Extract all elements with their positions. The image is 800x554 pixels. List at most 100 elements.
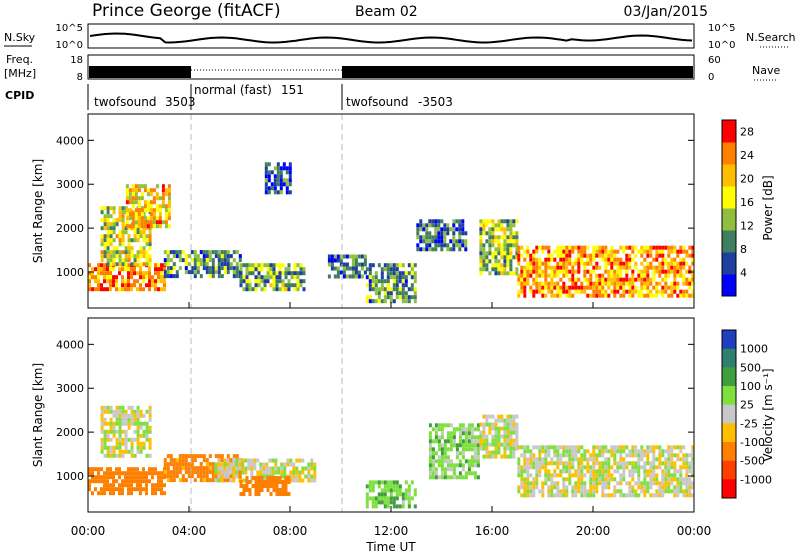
power-cell-region-10 [691, 253, 695, 258]
velocity-cell-region-8 [625, 453, 629, 458]
velocity-cell-region-8 [553, 453, 557, 458]
velocity-cell-region-3 [262, 474, 266, 479]
power-cell-region-4 [284, 267, 288, 272]
power-cell-region-2 [134, 192, 138, 197]
velocity-cell-region-6 [428, 467, 432, 472]
power-cell-region-10 [556, 281, 560, 286]
velocity-cell-region-1 [103, 429, 107, 434]
velocity-cell-region-8 [598, 481, 602, 486]
power-cell-region-10 [676, 265, 680, 270]
power-cell-region-7 [377, 291, 381, 296]
velocity-cell-region-8 [640, 445, 644, 450]
velocity-cell-region-4 [254, 492, 258, 496]
velocity-cell-region-6 [428, 451, 432, 456]
power-cell-region-6 [357, 270, 361, 275]
velocity-cell-region-8 [649, 449, 653, 454]
power-cell-region-10 [601, 281, 605, 286]
power-cell-region-10 [652, 245, 656, 250]
velocity-cell-region-6 [437, 435, 441, 440]
velocity-cell-region-1 [124, 413, 128, 418]
power-cell-region-1 [118, 250, 122, 255]
power-cell-region-10 [574, 257, 578, 262]
velocity-cell-region-8 [526, 473, 530, 478]
velocity-cell-region-8 [625, 445, 629, 450]
power-cell-region-7 [371, 263, 375, 268]
power-cell-region-9 [497, 263, 501, 268]
power-cell-region-10 [562, 257, 566, 262]
velocity-cell-region-8 [664, 461, 668, 466]
velocity-cell-region-8 [595, 453, 599, 458]
velocity-cell-region-6 [461, 427, 465, 432]
velocity-cell-region-6 [461, 451, 465, 456]
velocity-cell-region-8 [622, 493, 626, 498]
velocity-colorbar-label: Velocity [m s⁻¹] [761, 368, 775, 461]
velocity-cell-region-4 [275, 488, 279, 492]
power-cell-region-10 [673, 289, 677, 294]
velocity-cell-region-6 [467, 459, 471, 464]
power-cell-region-4 [272, 279, 276, 284]
velocity-cell-region-5 [392, 488, 396, 493]
velocity-cell-region-1 [124, 433, 128, 438]
velocity-cell-region-8 [571, 457, 575, 462]
power-cell-region-9 [491, 243, 495, 248]
power-cell-region-1 [142, 230, 146, 235]
velocity-cell-region-2 [184, 466, 188, 471]
power-cell-region-10 [544, 285, 548, 290]
power-cell-region-10 [556, 253, 560, 258]
power-cell-region-10 [568, 249, 572, 254]
power-cell-region-8 [416, 235, 420, 240]
velocity-colorbar-swatch-3 [722, 386, 736, 406]
velocity-cell-region-1 [100, 441, 104, 446]
velocity-cell-region-4 [257, 480, 261, 484]
power-cell-region-10 [625, 289, 629, 294]
power-cell-region-2 [167, 224, 171, 229]
power-cell-region-10 [640, 273, 644, 278]
power-cell-region-10 [625, 253, 629, 258]
power-ytick-label-2: 3000 [56, 178, 84, 191]
velocity-cell-region-0 [139, 487, 142, 492]
power-cell-region-2 [143, 220, 147, 225]
power-cell-region-8 [464, 247, 468, 252]
power-cell-region-4 [287, 287, 291, 292]
velocity-cell-region-6 [431, 463, 435, 468]
velocity-cell-region-8 [580, 477, 584, 482]
velocity-cell-region-7 [500, 418, 504, 423]
velocity-cell-region-4 [284, 488, 288, 492]
power-colorbar-tick-4: 12 [740, 220, 754, 233]
power-cell-region-10 [658, 261, 662, 266]
power-cell-region-7 [413, 287, 417, 292]
power-cell-region-10 [691, 245, 695, 250]
power-cell-region-10 [517, 245, 521, 250]
power-cell-region-6 [342, 262, 346, 267]
power-cell-region-9 [488, 247, 492, 252]
velocity-cell-region-8 [616, 469, 620, 474]
power-cell-region-1 [148, 238, 152, 243]
power-cell-region-7 [368, 283, 372, 288]
power-cell-region-4 [287, 279, 291, 284]
velocity-cell-region-8 [601, 469, 605, 474]
power-cell-region-10 [676, 249, 680, 254]
power-cell-region-10 [685, 249, 689, 254]
power-cell-region-10 [553, 249, 557, 254]
velocity-cell-region-8 [517, 489, 521, 494]
velocity-cell-region-8 [571, 445, 575, 450]
power-cell-region-6 [351, 262, 355, 267]
power-cell-region-10 [556, 249, 560, 254]
velocity-cell-region-1 [112, 421, 116, 426]
velocity-cell-region-0 [106, 467, 109, 472]
velocity-cell-region-3 [247, 466, 251, 471]
power-cell-region-10 [613, 293, 617, 298]
power-cell-region-5 [279, 182, 283, 187]
power-cell-region-4 [239, 279, 243, 284]
velocity-cell-region-8 [565, 489, 569, 494]
power-cell-region-0 [97, 279, 100, 284]
power-cell-region-8 [434, 231, 438, 236]
velocity-cell-region-8 [667, 489, 671, 494]
velocity-cell-region-3 [295, 478, 299, 483]
power-cell-region-10 [622, 281, 626, 286]
velocity-cell-region-1 [118, 405, 122, 410]
velocity-cell-region-6 [431, 471, 435, 476]
velocity-cell-region-8 [664, 485, 668, 490]
velocity-cell-region-8 [529, 465, 533, 470]
velocity-cell-region-2 [163, 474, 167, 479]
